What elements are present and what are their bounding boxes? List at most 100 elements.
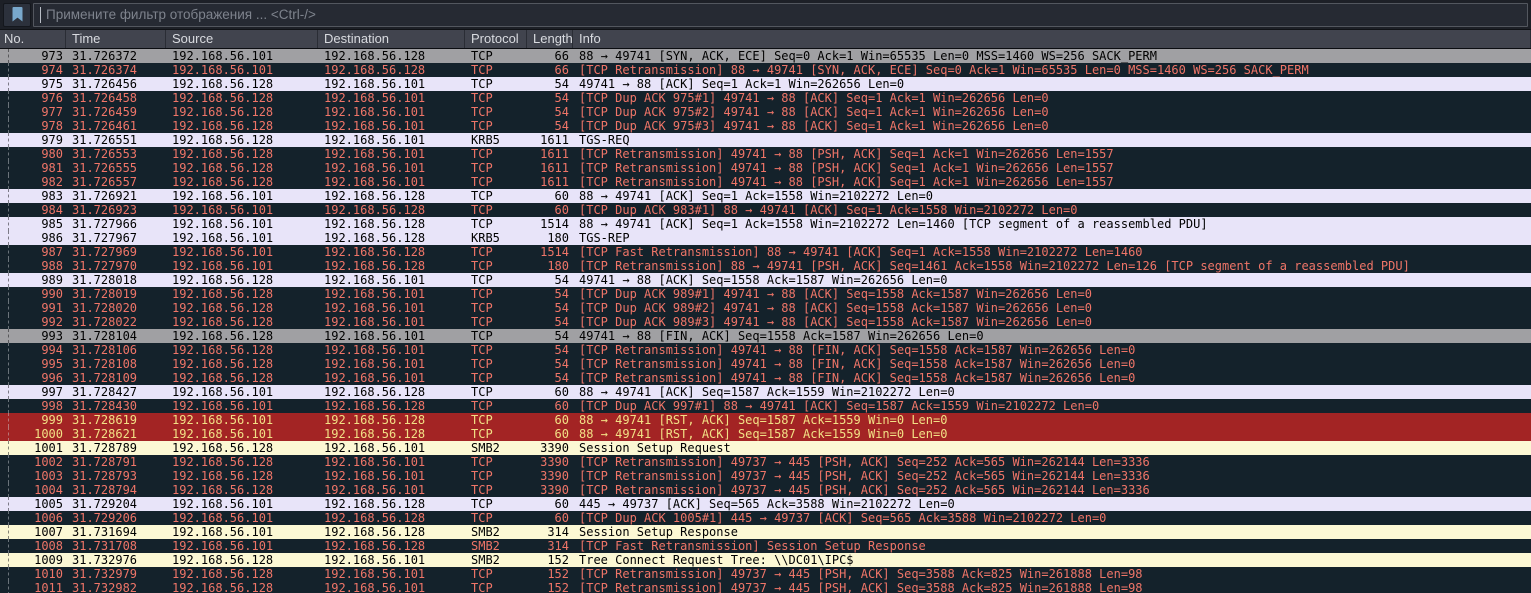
packet-row[interactable]: 976 31.726458 192.168.56.128 192.168.56.101… — [0, 91, 1531, 105]
cell-no: 996 — [41, 371, 63, 385]
cell-time: 31.732976 — [72, 553, 138, 567]
packet-row[interactable]: 1005 31.729204 192.168.56.101 192.168.56.12… — [0, 497, 1531, 511]
cell-time: 31.726459 — [72, 105, 138, 119]
packet-row[interactable]: 973 31.726372 192.168.56.101 192.168.56.128… — [0, 49, 1531, 63]
packet-row[interactable]: 991 31.728020 192.168.56.128 192.168.56.101… — [0, 301, 1531, 315]
cell-destination: 192.168.56.101 — [324, 581, 426, 593]
packet-row[interactable]: 977 31.726459 192.168.56.128 192.168.56.101… — [0, 105, 1531, 119]
cell-destination: 192.168.56.101 — [324, 371, 426, 385]
packet-row[interactable]: 986 31.727967 192.168.56.101 192.168.56.128… — [0, 231, 1531, 245]
cell-length: 54 — [554, 343, 569, 357]
cell-length: 54 — [554, 357, 569, 371]
cell-protocol: KRB5 — [471, 133, 500, 147]
packet-row[interactable]: 994 31.728106 192.168.56.128 192.168.56.101… — [0, 343, 1531, 357]
cell-source: 192.168.56.128 — [172, 357, 274, 371]
cell-length: 3390 — [540, 455, 569, 469]
cell-info: Session Setup Response — [579, 525, 738, 539]
packet-row[interactable]: 997 31.728427 192.168.56.101 192.168.56.128… — [0, 385, 1531, 399]
cell-source: 192.168.56.101 — [172, 245, 274, 259]
packet-row[interactable]: 979 31.726551 192.168.56.128 192.168.56.101… — [0, 133, 1531, 147]
packet-row[interactable]: 1010 31.732979 192.168.56.128 192.168.56.10… — [0, 567, 1531, 581]
packet-row[interactable]: 1000 31.728621 192.168.56.101 192.168.56.12… — [0, 427, 1531, 441]
cell-destination: 192.168.56.101 — [324, 329, 426, 343]
packet-row[interactable]: 984 31.726923 192.168.56.101 192.168.56.128… — [0, 203, 1531, 217]
display-filter-input[interactable]: Примените фильтр отображения ... <Ctrl-/… — [33, 2, 1528, 27]
column-header-destination[interactable]: Destination — [318, 30, 465, 48]
cell-time: 31.728621 — [72, 427, 138, 441]
packet-row[interactable]: 981 31.726555 192.168.56.128 192.168.56.101… — [0, 161, 1531, 175]
packet-row[interactable]: 1003 31.728793 192.168.56.128 192.168.56.10… — [0, 469, 1531, 483]
cell-length: 60 — [554, 427, 569, 441]
cell-no: 982 — [41, 175, 63, 189]
column-header-source[interactable]: Source — [166, 30, 318, 48]
packet-row[interactable]: 987 31.727969 192.168.56.101 192.168.56.128… — [0, 245, 1531, 259]
cell-no: 992 — [41, 315, 63, 329]
packet-row[interactable]: 996 31.728109 192.168.56.128 192.168.56.101… — [0, 371, 1531, 385]
cell-time: 31.728619 — [72, 413, 138, 427]
packet-row[interactable]: 990 31.728019 192.168.56.128 192.168.56.101… — [0, 287, 1531, 301]
cell-info: [TCP Retransmission] 49737 → 445 [PSH, A… — [579, 455, 1150, 469]
cell-length: 54 — [554, 287, 569, 301]
cell-no: 986 — [41, 231, 63, 245]
column-header-protocol[interactable]: Protocol — [465, 30, 527, 48]
cell-destination: 192.168.56.128 — [324, 399, 426, 413]
packet-row[interactable]: 992 31.728022 192.168.56.128 192.168.56.101… — [0, 315, 1531, 329]
cell-source: 192.168.56.128 — [172, 553, 274, 567]
packet-row[interactable]: 995 31.728108 192.168.56.128 192.168.56.101… — [0, 357, 1531, 371]
cell-length: 54 — [554, 105, 569, 119]
cell-length: 180 — [547, 231, 569, 245]
cell-info: [TCP Dup ACK 989#2] 49741 → 88 [ACK] Seq… — [579, 301, 1092, 315]
cell-no: 994 — [41, 343, 63, 357]
packet-row[interactable]: 978 31.726461 192.168.56.128 192.168.56.101… — [0, 119, 1531, 133]
packet-row[interactable]: 983 31.726921 192.168.56.101 192.168.56.128… — [0, 189, 1531, 203]
cell-info: [TCP Retransmission] 88 → 49741 [SYN, AC… — [579, 63, 1309, 77]
column-header-no[interactable]: No. — [0, 30, 66, 48]
packet-row[interactable]: 974 31.726374 192.168.56.101 192.168.56.128… — [0, 63, 1531, 77]
packet-row[interactable]: 980 31.726553 192.168.56.128 192.168.56.101… — [0, 147, 1531, 161]
cell-info: [TCP Retransmission] 49737 → 445 [PSH, A… — [579, 567, 1143, 581]
filter-bookmark-button[interactable] — [3, 2, 31, 27]
packet-row[interactable]: 993 31.728104 192.168.56.128 192.168.56.101… — [0, 329, 1531, 343]
cell-info: 88 → 49741 [SYN, ACK, ECE] Seq=0 Ack=1 W… — [579, 49, 1157, 63]
packet-row[interactable]: 998 31.728430 192.168.56.101 192.168.56.128… — [0, 399, 1531, 413]
cell-protocol: TCP — [471, 301, 493, 315]
column-header-info[interactable]: Info — [573, 30, 1531, 48]
packet-row[interactable]: 1011 31.732982 192.168.56.128 192.168.56.10… — [0, 581, 1531, 593]
cell-length: 1611 — [540, 175, 569, 189]
cell-no: 1005 — [34, 497, 63, 511]
packet-row[interactable]: 1007 31.731694 192.168.56.101 192.168.56.12… — [0, 525, 1531, 539]
cell-time: 31.728106 — [72, 343, 138, 357]
cell-no: 1001 — [34, 441, 63, 455]
cell-protocol: TCP — [471, 483, 493, 497]
cell-info: [TCP Dup ACK 989#1] 49741 → 88 [ACK] Seq… — [579, 287, 1092, 301]
cell-time: 31.729204 — [72, 497, 138, 511]
cell-destination: 192.168.56.128 — [324, 385, 426, 399]
column-header-time[interactable]: Time — [66, 30, 166, 48]
packet-row[interactable]: 985 31.727966 192.168.56.101 192.168.56.128… — [0, 217, 1531, 231]
packet-row[interactable]: 1009 31.732976 192.168.56.128 192.168.56.10… — [0, 553, 1531, 567]
packet-row[interactable]: 1002 31.728791 192.168.56.128 192.168.56.10… — [0, 455, 1531, 469]
packet-row[interactable]: 975 31.726456 192.168.56.128 192.168.56.101… — [0, 77, 1531, 91]
packet-row[interactable]: 988 31.727970 192.168.56.101 192.168.56.128… — [0, 259, 1531, 273]
cell-protocol: TCP — [471, 105, 493, 119]
packet-row[interactable]: 982 31.726557 192.168.56.128 192.168.56.101… — [0, 175, 1531, 189]
cell-time: 31.726551 — [72, 133, 138, 147]
cell-protocol: TCP — [471, 455, 493, 469]
cell-destination: 192.168.56.128 — [324, 427, 426, 441]
packet-row[interactable]: 1004 31.728794 192.168.56.128 192.168.56.10… — [0, 483, 1531, 497]
cell-length: 3390 — [540, 483, 569, 497]
column-header-length[interactable]: Length — [527, 30, 573, 48]
packet-row[interactable]: 989 31.728018 192.168.56.128 192.168.56.101… — [0, 273, 1531, 287]
cell-no: 980 — [41, 147, 63, 161]
packet-row[interactable]: 1008 31.731708 192.168.56.101 192.168.56.12… — [0, 539, 1531, 553]
cell-protocol: TCP — [471, 147, 493, 161]
packet-row[interactable]: 1006 31.729206 192.168.56.101 192.168.56.12… — [0, 511, 1531, 525]
cell-info: [TCP Retransmission] 49737 → 445 [PSH, A… — [579, 483, 1150, 497]
cell-info: 88 → 49741 [ACK] Seq=1 Ack=1558 Win=2102… — [579, 217, 1208, 231]
packet-row[interactable]: 999 31.728619 192.168.56.101 192.168.56.128… — [0, 413, 1531, 427]
cell-no: 995 — [41, 357, 63, 371]
cell-time: 31.726374 — [72, 63, 138, 77]
cell-info: [TCP Retransmission] 49741 → 88 [PSH, AC… — [579, 147, 1114, 161]
cell-time: 31.726557 — [72, 175, 138, 189]
packet-row[interactable]: 1001 31.728789 192.168.56.128 192.168.56.10… — [0, 441, 1531, 455]
